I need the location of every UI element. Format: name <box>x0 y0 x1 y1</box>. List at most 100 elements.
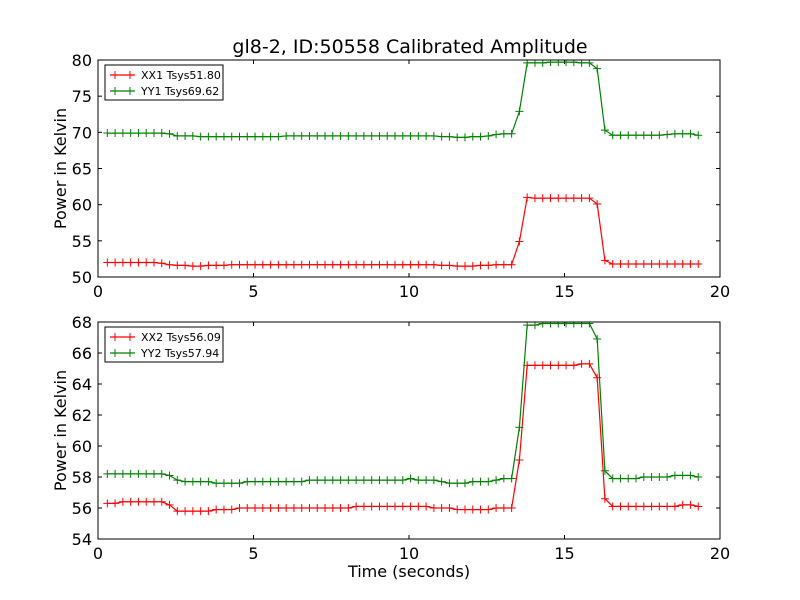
data-point <box>258 260 267 269</box>
data-point <box>608 474 617 483</box>
data-point <box>313 476 322 485</box>
data-point <box>126 469 135 478</box>
data-point <box>289 504 298 512</box>
y-axis-label: Power in Kelvin <box>51 108 70 229</box>
data-point <box>546 60 555 67</box>
data-point <box>391 260 400 269</box>
data-point <box>445 261 454 270</box>
data-point <box>289 260 298 269</box>
data-point <box>422 131 431 140</box>
y-tick-label: 80 <box>72 51 92 70</box>
data-point <box>134 258 143 267</box>
data-point <box>593 64 602 73</box>
data-point <box>243 132 252 141</box>
data-point <box>585 322 594 328</box>
data-point <box>647 259 656 268</box>
data-point <box>103 258 112 267</box>
data-point <box>460 479 469 488</box>
legend-label: XX1 Tsys51.80 <box>141 69 221 82</box>
data-point <box>530 194 539 203</box>
data-point <box>165 129 174 138</box>
data-point <box>608 259 617 268</box>
data-point <box>274 477 283 486</box>
data-point <box>600 126 609 135</box>
data-point <box>663 473 672 481</box>
data-point <box>149 258 158 267</box>
data-point <box>600 256 609 265</box>
x-tick-label: 5 <box>248 282 258 301</box>
data-point <box>383 131 392 140</box>
data-point <box>212 132 221 141</box>
data-point <box>235 260 244 269</box>
data-point <box>530 361 539 370</box>
data-point <box>546 361 555 370</box>
data-point <box>577 359 586 368</box>
axes-frame <box>97 321 721 540</box>
data-point <box>515 455 524 464</box>
data-point <box>227 132 236 141</box>
data-point <box>476 477 485 486</box>
data-point <box>391 131 400 140</box>
data-point <box>305 476 314 485</box>
data-point <box>282 477 291 486</box>
data-point <box>328 476 337 485</box>
data-point <box>499 504 508 512</box>
data-point <box>188 477 197 486</box>
data-point <box>647 502 656 511</box>
legend-marker <box>111 333 119 341</box>
data-point <box>414 476 423 485</box>
data-point <box>569 322 578 328</box>
data-point <box>359 131 368 140</box>
data-point <box>258 132 267 141</box>
data-point <box>149 497 158 506</box>
data-point <box>429 504 438 512</box>
legend-marker <box>126 71 134 79</box>
data-point <box>694 473 703 481</box>
data-point <box>515 237 524 246</box>
data-point <box>554 60 563 67</box>
data-point <box>655 131 664 140</box>
data-point <box>499 129 508 138</box>
data-point <box>251 132 260 141</box>
data-point <box>243 260 252 269</box>
data-point <box>383 476 392 485</box>
data-point <box>282 504 291 512</box>
data-point <box>670 471 679 480</box>
data-point <box>352 260 361 269</box>
data-point <box>103 469 112 478</box>
data-point <box>328 504 337 512</box>
data-point <box>468 262 477 271</box>
data-point <box>118 497 127 506</box>
data-point <box>655 259 664 268</box>
data-point <box>297 504 306 512</box>
data-point <box>235 504 244 512</box>
data-point <box>359 502 368 511</box>
data-point <box>445 504 454 512</box>
data-point <box>235 479 244 488</box>
data-point <box>126 258 135 267</box>
data-point <box>639 502 648 511</box>
data-point <box>149 469 158 478</box>
data-point <box>134 129 143 138</box>
y-axis-label: Power in Kelvin <box>51 370 70 491</box>
data-point <box>694 502 703 511</box>
data-point <box>391 502 400 511</box>
data-point <box>274 504 283 512</box>
legend-label: YY2 Tsys57.94 <box>140 347 219 360</box>
data-point <box>468 477 477 486</box>
y-tick-label: 70 <box>72 123 92 142</box>
data-point <box>445 479 454 488</box>
data-point <box>344 131 353 140</box>
data-point <box>196 477 205 486</box>
data-point <box>297 260 306 269</box>
data-point <box>204 261 213 270</box>
legend-marker <box>111 71 119 79</box>
y-tick-label: 65 <box>72 160 92 179</box>
data-point <box>624 259 633 268</box>
data-point <box>422 260 431 269</box>
data-point <box>663 130 672 139</box>
data-point <box>523 193 532 202</box>
data-point <box>655 473 664 481</box>
data-point <box>600 466 609 475</box>
